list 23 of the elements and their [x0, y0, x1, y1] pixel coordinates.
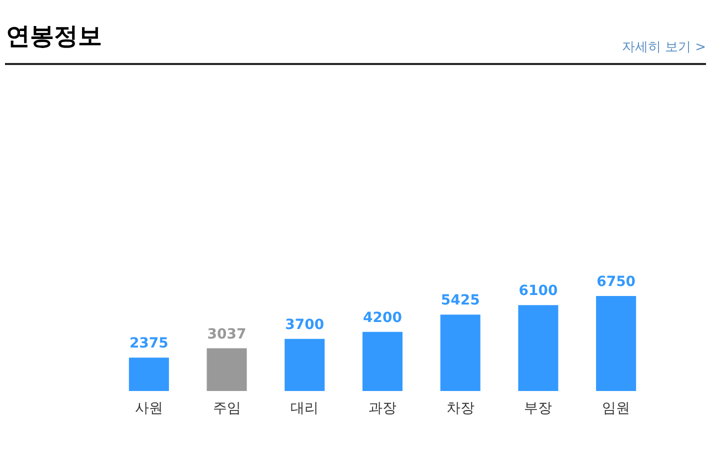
data-label: 3037 — [207, 326, 246, 342]
data-label: 3700 — [285, 316, 324, 333]
x-tick-label: 차장 — [446, 400, 474, 416]
bar — [596, 296, 636, 391]
x-tick-label: 임원 — [602, 400, 630, 416]
data-label: 5425 — [440, 292, 480, 309]
bar — [128, 358, 169, 391]
text: 자세히 보기 > — [622, 40, 706, 55]
x-tick-label: 사원 — [134, 400, 163, 416]
bar — [518, 305, 558, 391]
x-tick-label: 대리 — [290, 400, 319, 416]
data-label: 2375 — [129, 336, 168, 352]
data-label: 4200 — [363, 310, 402, 326]
bar — [284, 338, 325, 391]
data-label: 6100 — [518, 283, 558, 300]
x-tick-label: 부장 — [524, 400, 552, 416]
x-tick-label: 주임 — [212, 400, 241, 416]
data-label: 6750 — [596, 274, 636, 290]
chart-title: 연봉정보 — [6, 22, 102, 50]
bar — [362, 332, 403, 391]
bar — [206, 348, 247, 391]
bar — [440, 314, 480, 391]
x-tick-label: 과장 — [368, 400, 396, 416]
